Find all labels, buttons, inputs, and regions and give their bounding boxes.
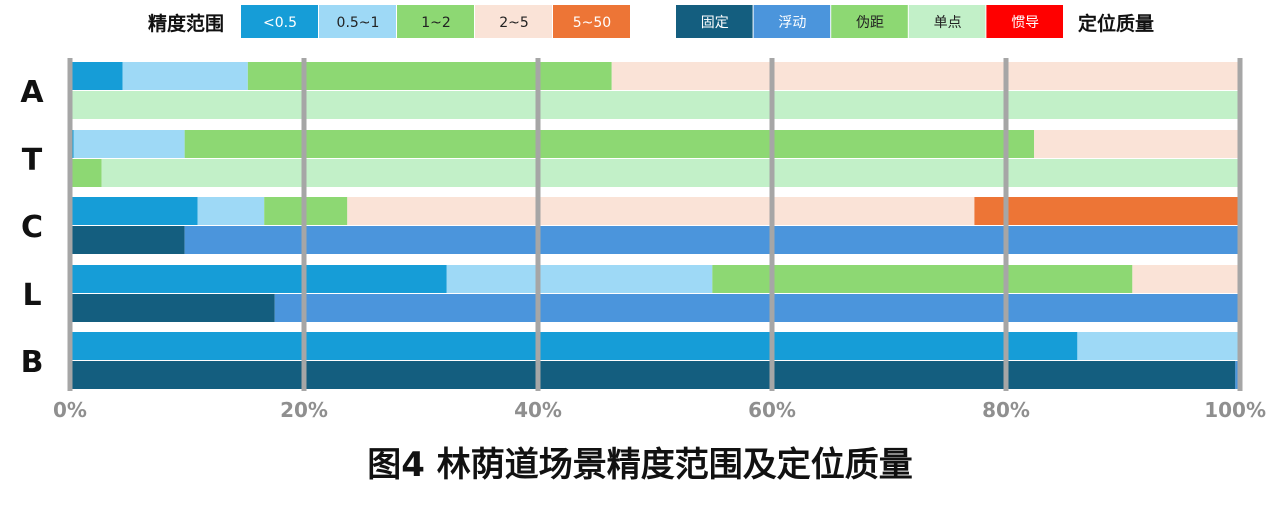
quality-bar-B-0	[70, 361, 1236, 389]
accuracy-bar-B-0	[70, 332, 1078, 360]
accuracy-legend-swatch-2	[397, 5, 474, 38]
gridline-4	[1003, 58, 1009, 391]
accuracy-bar-L-2	[712, 265, 1133, 293]
accuracy-legend-swatch-1	[319, 5, 396, 38]
gridline-3	[769, 58, 775, 391]
accuracy-bar-L-1	[446, 265, 713, 293]
quality-legend-swatch-1	[753, 5, 831, 38]
category-label-B: B	[21, 345, 44, 380]
quality-legend-swatch-2	[831, 5, 908, 38]
gridline-1	[301, 58, 307, 391]
accuracy-bar-A-1	[122, 62, 248, 90]
gridlines	[67, 58, 1243, 391]
gridline-0	[67, 58, 73, 391]
accuracy-bar-A-3	[611, 62, 1240, 90]
accuracy-legend-swatch-4	[553, 5, 630, 38]
accuracy-bar-C-0	[70, 197, 198, 225]
quality-bar-T-3	[101, 159, 1241, 187]
gridline-5	[1237, 58, 1243, 391]
accuracy-legend-label-1: 0.5~1	[337, 15, 380, 31]
accuracy-bar-A-2	[247, 62, 612, 90]
quality-bar-C-0	[70, 226, 185, 254]
bars	[70, 62, 1241, 389]
legend: 精度范围 <0.5 0.5~1 1~2 2~5 5~50 定位质量 固定 浮动 伪距 单点 惯导	[148, 5, 1154, 38]
quality-bar-T-2	[70, 159, 102, 187]
x-tick-label-2: 40%	[514, 398, 562, 422]
quality-bar-A-3	[70, 91, 1240, 119]
gridline-2	[535, 58, 541, 391]
chart-title: 图4 林荫道场景精度范围及定位质量	[367, 445, 913, 485]
accuracy-legend-label-2: 1~2	[421, 15, 451, 31]
accuracy-bar-T-3	[1034, 130, 1240, 158]
category-label-L: L	[22, 278, 41, 313]
x-tick-label-0: 0%	[53, 398, 87, 422]
quality-bar-L-0	[70, 294, 275, 322]
x-tick-label-1: 20%	[280, 398, 328, 422]
category-label-C: C	[21, 210, 43, 245]
category-label-A: A	[20, 75, 44, 110]
x-tick-label-3: 60%	[748, 398, 796, 422]
quality-legend-label-0: 固定	[701, 15, 729, 31]
quality-legend-swatch-0	[676, 5, 753, 38]
accuracy-legend-label-4: 5~50	[573, 15, 611, 31]
accuracy-bar-A-0	[70, 62, 123, 90]
accuracy-bar-C-4	[974, 197, 1240, 225]
accuracy-legend-label-3: 2~5	[499, 15, 529, 31]
x-tick-label-4: 80%	[982, 398, 1030, 422]
accuracy-bar-L-0	[70, 265, 447, 293]
x-tick-labels: 0% 20% 40% 60% 80% 100%	[53, 398, 1266, 422]
accuracy-bar-C-3	[347, 197, 975, 225]
accuracy-bar-B-1	[1077, 332, 1240, 360]
accuracy-bar-C-1	[197, 197, 265, 225]
quality-bar-L-1	[274, 294, 1240, 322]
accuracy-bar-T-1	[73, 130, 185, 158]
quality-legend-label-2: 伪距	[856, 15, 884, 31]
quality-legend-swatch-3	[908, 5, 986, 38]
quality-legend-swatch-4	[986, 5, 1063, 38]
quality-legend-label-1: 浮动	[778, 15, 806, 31]
quality-legend-label-3: 单点	[934, 15, 962, 31]
accuracy-legend-label-0: <0.5	[263, 15, 297, 31]
accuracy-bar-T-2	[184, 130, 1035, 158]
accuracy-legend-title: 精度范围	[148, 12, 224, 35]
accuracy-legend-swatch-0	[241, 5, 318, 38]
quality-legend-label-4: 惯导	[1011, 14, 1039, 31]
x-tick-label-5: 100%	[1204, 398, 1266, 422]
quality-bar-C-1	[184, 226, 1240, 254]
category-label-T: T	[22, 143, 43, 178]
accuracy-legend-swatch-3	[475, 5, 552, 38]
accuracy-bar-L-3	[1132, 265, 1240, 293]
quality-legend-title: 定位质量	[1078, 12, 1154, 35]
